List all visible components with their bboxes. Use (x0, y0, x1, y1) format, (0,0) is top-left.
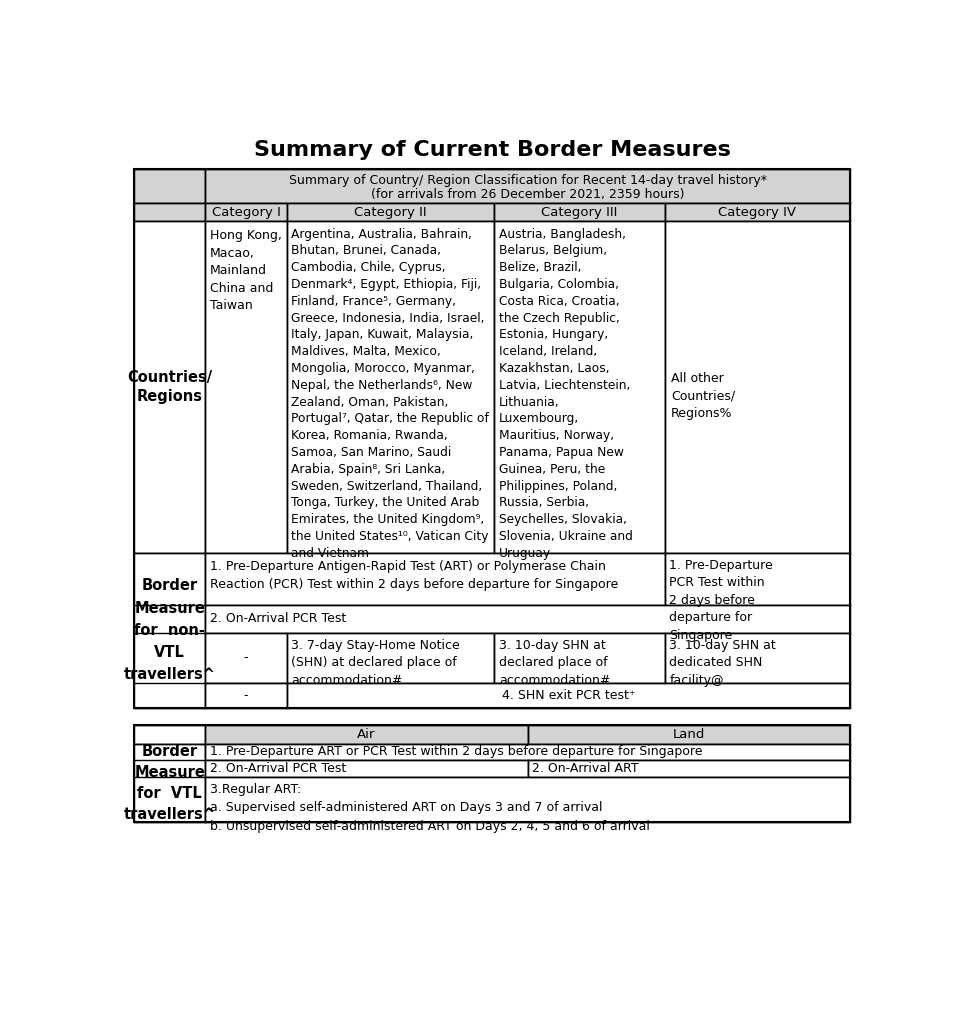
Text: Austria, Bangladesh,
Belarus, Belgium,
Belize, Brazil,
Bulgaria, Colombia,
Costa: Austria, Bangladesh, Belarus, Belgium, B… (499, 227, 633, 560)
Bar (134, 221, 205, 553)
Bar (287, 633, 494, 683)
Bar (494, 633, 665, 683)
Bar (665, 553, 850, 605)
Bar (134, 169, 205, 203)
Bar (287, 203, 494, 221)
Text: 1. Pre-Departure ART or PCR Test within 2 days before departure for Singapore: 1. Pre-Departure ART or PCR Test within … (210, 745, 703, 759)
Bar (494, 203, 665, 221)
Bar (665, 203, 850, 221)
Text: 3.Regular ART:
a. Supervised self-administered ART on Days 3 and 7 of arrival
b.: 3.Regular ART: a. Supervised self-admini… (210, 782, 650, 833)
Bar (134, 725, 205, 743)
Text: Category I: Category I (211, 206, 280, 219)
Text: 1. Pre-Departure
PCR Test within
2 days before
departure for
Singapore: 1. Pre-Departure PCR Test within 2 days … (669, 559, 773, 642)
Bar (205, 203, 287, 221)
Bar (287, 221, 494, 553)
Text: 4. SHN exit PCR test⁺: 4. SHN exit PCR test⁺ (501, 689, 636, 702)
Text: Border
Measure
for  non-
VTL
travellers^: Border Measure for non- VTL travellers^ (124, 579, 216, 682)
Text: Argentina, Australia, Bahrain,
Bhutan, Brunei, Canada,
Cambodia, Chile, Cyprus,
: Argentina, Australia, Bahrain, Bhutan, B… (291, 227, 490, 560)
Text: Border
Measure
for  VTL
travellers^: Border Measure for VTL travellers^ (124, 743, 216, 822)
Bar (205, 633, 287, 683)
Text: Summary of Country/ Region Classification for Recent 14-day travel history*: Summary of Country/ Region Classificatio… (289, 174, 767, 187)
Bar (665, 221, 850, 553)
Bar (287, 683, 850, 708)
Bar (205, 553, 665, 605)
Text: 2. On-Arrival PCR Test: 2. On-Arrival PCR Test (210, 763, 347, 775)
Bar (205, 169, 850, 203)
Text: Summary of Current Border Measures: Summary of Current Border Measures (253, 140, 731, 160)
Text: Hong Kong,
Macao,
Mainland
China and
Taiwan: Hong Kong, Macao, Mainland China and Tai… (210, 229, 282, 312)
Bar (205, 777, 850, 822)
Bar (134, 169, 850, 708)
Text: 3. 10-day SHN at
declared place of
accommodation#: 3. 10-day SHN at declared place of accom… (499, 639, 611, 687)
Text: 3. 7-day Stay-Home Notice
(SHN) at declared place of
accommodation#: 3. 7-day Stay-Home Notice (SHN) at decla… (291, 639, 460, 687)
Text: All other
Countries/
Regions%: All other Countries/ Regions% (671, 372, 735, 420)
Bar (528, 725, 850, 743)
Text: -: - (244, 689, 249, 702)
Text: Land: Land (673, 728, 705, 740)
Bar (205, 743, 850, 761)
Bar (205, 761, 528, 777)
Bar (494, 221, 665, 553)
Text: (for arrivals from 26 December 2021, 2359 hours): (for arrivals from 26 December 2021, 235… (371, 187, 684, 201)
Bar (134, 203, 205, 221)
Bar (528, 761, 850, 777)
Text: 3. 10-day SHN at
dedicated SHN
facility@: 3. 10-day SHN at dedicated SHN facility@ (669, 639, 777, 687)
Text: Countries/
Regions: Countries/ Regions (127, 371, 212, 403)
Text: 2. On-Arrival PCR Test: 2. On-Arrival PCR Test (210, 612, 347, 626)
Bar (134, 553, 205, 708)
Bar (205, 221, 287, 553)
Bar (134, 743, 205, 822)
Text: Air: Air (357, 728, 375, 740)
Text: Category IV: Category IV (718, 206, 797, 219)
Text: 1. Pre-Departure Antigen-Rapid Test (ART) or Polymerase Chain
Reaction (PCR) Tes: 1. Pre-Departure Antigen-Rapid Test (ART… (210, 560, 618, 591)
Bar (665, 633, 850, 683)
Bar (205, 683, 287, 708)
Bar (205, 605, 850, 633)
Bar (205, 725, 528, 743)
Text: 2. On-Arrival ART: 2. On-Arrival ART (532, 763, 639, 775)
Text: Category III: Category III (541, 206, 618, 219)
Text: -: - (244, 651, 249, 665)
Text: Category II: Category II (354, 206, 427, 219)
Bar (134, 725, 850, 822)
